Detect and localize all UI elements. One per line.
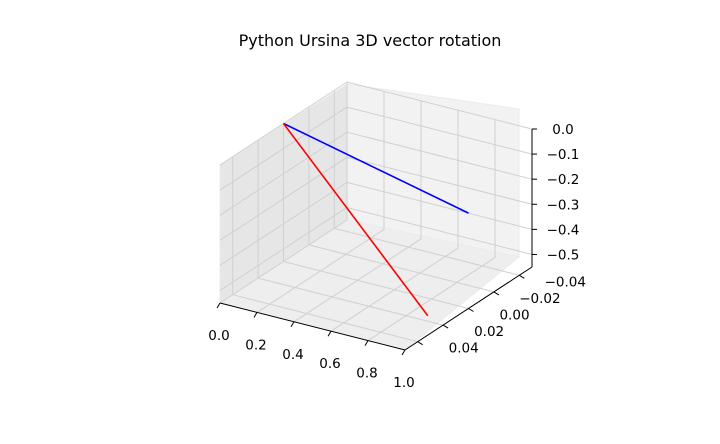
z-tick-label: −0.4: [547, 222, 580, 238]
x-tick: [401, 349, 406, 356]
x-tick-label: 0.6: [319, 356, 340, 372]
z-tick-label: −0.3: [547, 197, 580, 213]
y-tick-label: 0.04: [449, 341, 479, 357]
x-tick-label: 0.8: [356, 366, 377, 382]
y-tick-label: 0.00: [499, 308, 529, 324]
grid-line-y: [257, 277, 444, 326]
y-tick: [468, 308, 474, 312]
z-tick-label: 0.0: [552, 122, 573, 138]
x-tick: [327, 330, 332, 337]
z-tick-label: −0.1: [547, 147, 580, 163]
series-line-0: [283, 122, 469, 214]
z-tick-label: −0.5: [547, 247, 580, 263]
x-tick: [364, 340, 369, 346]
y-tick: [442, 324, 449, 329]
x-tick: [290, 321, 295, 328]
x-tick-label: 0.0: [208, 328, 229, 344]
y-tick-label: −0.02: [519, 291, 560, 307]
grid-line-z: [346, 131, 533, 180]
grid-line-z: [219, 106, 348, 191]
y-tick-label: 0.02: [474, 324, 504, 340]
grid-line-z: [346, 156, 533, 205]
y-tick: [417, 341, 423, 346]
grid-line-z: [219, 181, 348, 266]
series-line-1: [282, 123, 429, 317]
grid-line-y: [283, 261, 469, 309]
x-tick-label: 0.2: [245, 337, 266, 353]
grid-line-y: [334, 227, 520, 276]
x-axis-line: [219, 302, 406, 351]
grid-line-y: [308, 244, 495, 293]
grid-line-z: [346, 181, 533, 230]
tick-labels: 0.0 0.2 0.4 0.6 0.8 1.0 −0.04−0.020.000.020.04…: [208, 122, 586, 391]
grid-line-z: [219, 207, 348, 291]
grid-line-z: [219, 156, 348, 241]
chart-title: Python Ursina 3D vector rotation: [239, 31, 502, 50]
x-tick-label: 1.0: [393, 375, 414, 391]
grid-line-z: [346, 206, 533, 255]
x-tick-label: 0.4: [282, 347, 303, 363]
y-tick: [519, 274, 525, 279]
series-lines: [282, 122, 469, 317]
z-tick-label: −0.2: [547, 172, 580, 188]
tick-marks: [216, 128, 537, 356]
grid-line-z: [346, 81, 533, 130]
grid-line-z: [346, 106, 533, 155]
x-tick: [253, 312, 258, 318]
x-tick: [216, 302, 221, 309]
grid-line-z: [219, 131, 348, 216]
y-tick: [493, 291, 500, 296]
grid-line-y: [232, 294, 418, 343]
y-tick-label: −0.04: [545, 274, 586, 290]
